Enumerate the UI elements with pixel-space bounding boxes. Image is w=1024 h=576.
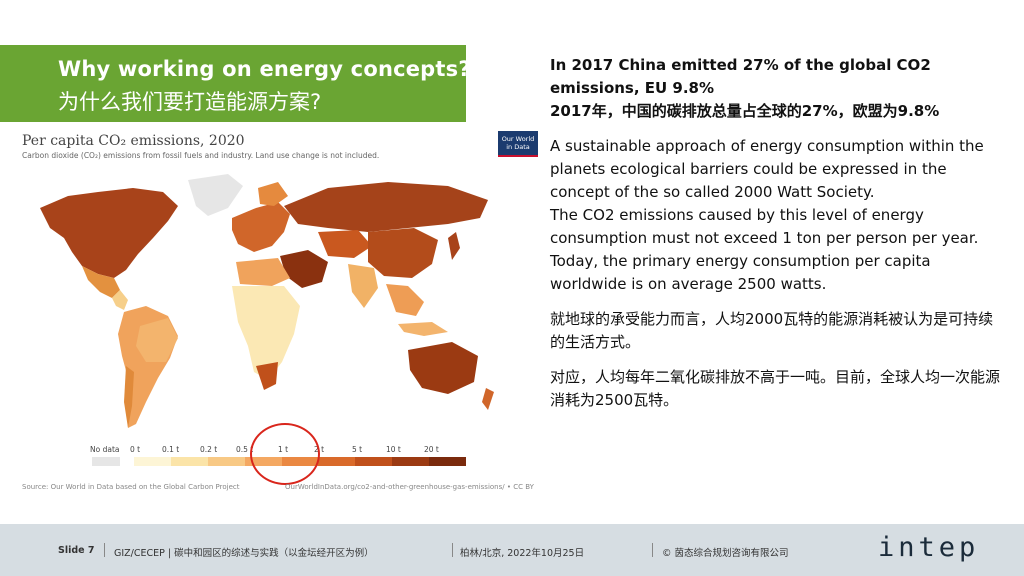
legend-swatch [318, 457, 356, 466]
footer-place-date: 柏林/北京, 2022年10月25日 [460, 548, 585, 559]
legend-swatch [134, 457, 171, 466]
slide-number: Slide 7 [58, 545, 95, 556]
chart-source: Source: Our World in Data based on the G… [22, 483, 240, 491]
footer-divider [452, 543, 453, 557]
map-region-europe [232, 202, 290, 252]
map-region-chile [124, 366, 134, 428]
map-region-greenland [188, 174, 243, 216]
legend-tick: 10 t [386, 445, 401, 454]
map-region-southeast-asia [386, 284, 424, 316]
slide-title-cn: 为什么我们要打造能源方案? [58, 90, 322, 114]
map-region-japan [448, 232, 460, 260]
paragraph-co2-limit: The CO2 emissions caused by this level o… [550, 206, 979, 293]
logo-line-1: Our World [501, 135, 535, 143]
logo-line-2: in Data [506, 143, 530, 151]
legend-tick: 0.5 t [236, 445, 254, 454]
body-text: In 2017 China emitted 27% of the global … [550, 54, 1000, 412]
paragraph-stat-cn: 2017年，中国的碳排放总量占全球的27%，欧盟为9.8% [550, 102, 940, 120]
legend-swatch [170, 457, 208, 466]
world-map [40, 174, 494, 428]
paragraph-2000-watt: A sustainable approach of energy consump… [550, 137, 984, 201]
legend-tick: 5 t [352, 445, 363, 454]
owid-logo: Our World in Data [498, 131, 538, 157]
map-region-middle-east [280, 250, 328, 288]
footer-copyright: © 茵态综合规划咨询有限公司 [662, 548, 789, 559]
legend-nodata-label: No data [90, 445, 120, 454]
slide-title-en: Why working on energy concepts? [58, 57, 471, 81]
map-region-new-zealand [482, 388, 494, 410]
chart-subtitle: Carbon dioxide (CO₂) emissions from foss… [22, 151, 380, 160]
map-region-southern-africa [256, 362, 278, 390]
legend-swatch [207, 457, 245, 466]
footer-bar: Slide 7 GIZ/CECEP | 碳中和园区的综述与实践（以金坛经开区为例… [0, 524, 1024, 576]
legend-swatch [392, 457, 430, 466]
map-region-north-america [40, 188, 178, 278]
legend-nodata-swatch [92, 457, 120, 466]
legend-swatch [355, 457, 393, 466]
map-region-brazil [136, 318, 178, 362]
footer-divider [104, 543, 105, 557]
map-region-sub-saharan-africa [232, 286, 300, 380]
map-region-mexico [82, 266, 120, 298]
chart-source-url: OurWorldInData.org/co2-and-other-greenho… [285, 483, 534, 491]
legend-tick: 0.2 t [200, 445, 218, 454]
map-region-central-asia [318, 230, 372, 258]
map-region-australia [408, 342, 478, 394]
intep-logo: intep [878, 532, 980, 563]
footer-project: GIZ/CECEP | 碳中和园区的综述与实践（以金坛经开区为例） [114, 548, 374, 559]
legend-tick: 20 t [424, 445, 439, 454]
legend-tick: 0.1 t [162, 445, 180, 454]
title-banner: Why working on energy concepts? 为什么我们要打造… [0, 45, 471, 122]
paragraph-stat-en: In 2017 China emitted 27% of the global … [550, 56, 931, 97]
legend-swatch [429, 457, 467, 466]
map-region-india [348, 264, 378, 308]
map-region-russia [284, 182, 488, 232]
map-region-scandinavia [258, 182, 288, 206]
chart-title: Per capita CO₂ emissions, 2020 [22, 133, 245, 149]
map-region-indonesia [398, 322, 448, 336]
map-region-north-africa [236, 258, 290, 286]
paragraph-cn-1: 就地球的承受能力而言，人均2000瓦特的能源消耗被认为是可持续的生活方式。 [550, 310, 994, 351]
map-region-central-america [112, 290, 128, 310]
legend-tick: 0 t [130, 445, 141, 454]
map-region-china [368, 228, 438, 278]
highlight-circle [250, 423, 320, 485]
paragraph-cn-2: 对应，人均每年二氧化碳排放不高于一吨。目前，全球人均一次能源消耗为2500瓦特。 [550, 368, 1001, 409]
footer-divider [652, 543, 653, 557]
